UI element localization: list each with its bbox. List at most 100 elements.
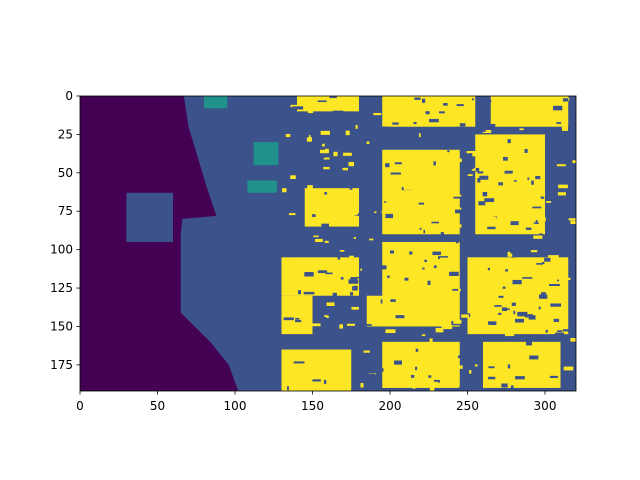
heatmap-texture-cell [383,374,394,377]
heatmap-texture-cell [518,112,527,115]
y-axis: 0 25 50 75 100 125 150 175 [50,89,80,372]
heatmap-texture-cell [475,106,485,110]
heatmap-texture-cell [522,277,533,279]
heatmap-texture-cell [334,344,343,347]
heatmap-texture-cell [447,150,450,153]
heatmap-texture-cell [360,268,363,271]
heatmap-texture-cell [283,201,291,204]
heatmap-texture-cell [561,126,569,131]
heatmap-texture-cell [539,233,543,237]
heatmap-texture-cell [352,210,358,216]
heatmap-texture-cell [385,318,395,322]
heatmap-texture-cell [455,240,459,244]
heatmap-region-class-3-19 [483,341,561,388]
heatmap-texture-cell [371,275,374,280]
heatmap-texture-cell [515,241,523,245]
y-tick-label: 75 [58,204,73,218]
heatmap-texture-cell [343,152,352,156]
heatmap-texture-cell [353,236,356,239]
heatmap-texture-cell [371,115,374,118]
y-tick-label: 25 [58,127,73,141]
heatmap-texture-cell [452,288,459,291]
heatmap-texture-cell [337,256,341,260]
heatmap-texture-cell [291,252,299,255]
heatmap-texture-cell [478,367,483,372]
heatmap-texture-cell [425,104,433,109]
heatmap-texture-cell [459,194,462,197]
heatmap-texture-cell [472,152,482,157]
heatmap-texture-cell [293,295,305,299]
heatmap-texture-cell [424,259,428,262]
heatmap-texture-cell [404,277,409,281]
heatmap-region-class-3-12 [281,257,359,296]
heatmap-texture-cell [491,216,497,219]
heatmap-texture-cell [315,238,323,243]
heatmap-texture-cell [433,265,437,269]
heatmap-texture-cell [459,123,466,127]
heatmap-texture-cell [355,124,358,129]
heatmap-texture-cell [348,161,355,167]
heatmap-texture-cell [478,254,483,257]
heatmap-texture-cell [513,180,517,182]
heatmap-texture-cell [368,211,375,216]
heatmap-texture-cell [515,370,520,375]
heatmap-texture-cell [429,338,433,343]
heatmap-texture-cell [409,251,413,255]
heatmap-texture-cell [422,267,425,270]
heatmap-region-class-3-11 [304,188,359,227]
heatmap-texture-cell [549,284,560,287]
heatmap-texture-cell [365,276,373,280]
heatmap-texture-cell [570,338,576,342]
heatmap-texture-cell [298,170,305,175]
heatmap-texture-cell [498,182,503,186]
heatmap-texture-cell [391,139,397,142]
heatmap-texture-cell [415,366,418,371]
heatmap-texture-cell [546,252,556,255]
heatmap-texture-cell [375,177,381,179]
heatmap-texture-cell [358,150,366,153]
heatmap-texture-cell [533,222,539,224]
heatmap-texture-cell [424,328,430,332]
heatmap-texture-cell [410,100,413,103]
heatmap-texture-cell [443,261,447,265]
heatmap-texture-cell [348,98,357,101]
heatmap-texture-cell [412,212,422,217]
heatmap-texture-cell [453,196,461,199]
heatmap-texture-cell [381,265,387,270]
heatmap-texture-cell [512,100,522,104]
heatmap-texture-cell [484,198,495,203]
heatmap-texture-cell [495,222,504,225]
heatmap-texture-cell [313,235,319,238]
heatmap-texture-cell [416,101,426,107]
heatmap-texture-cell [437,380,440,383]
heatmap-texture-cell [563,366,574,371]
heatmap-texture-cell [319,154,326,158]
heatmap-texture-cell [453,319,462,324]
heatmap-texture-cell [390,172,401,175]
heatmap-texture-cell [410,374,415,378]
heatmap-texture-cell [416,336,425,339]
heatmap-texture-cell [350,277,357,281]
heatmap-texture-cell [324,240,329,243]
heatmap-texture-cell [321,223,329,229]
heatmap-texture-cell [323,166,330,170]
y-tick-label: 175 [50,358,73,372]
heatmap-texture-cell [399,144,405,147]
heatmap-texture-cell [510,385,514,389]
heatmap-texture-cell [439,257,451,262]
x-tick-label: 100 [224,399,247,413]
heatmap-texture-cell [288,213,296,216]
heatmap-texture-cell [444,295,453,299]
heatmap-texture-cell [334,111,345,114]
heatmap-texture-cell [332,350,338,354]
heatmap-texture-cell [467,174,473,176]
heatmap-texture-cell [408,381,420,383]
heatmap-texture-cell [441,324,453,330]
heatmap-texture-cell [390,299,396,302]
heatmap-texture-cell [384,189,388,195]
heatmap-texture-cell [348,279,359,284]
heatmap-texture-cell [342,167,348,171]
heatmap-texture-cell [438,256,448,260]
heatmap-texture-cell [557,330,563,333]
heatmap-texture-cell [492,175,504,179]
